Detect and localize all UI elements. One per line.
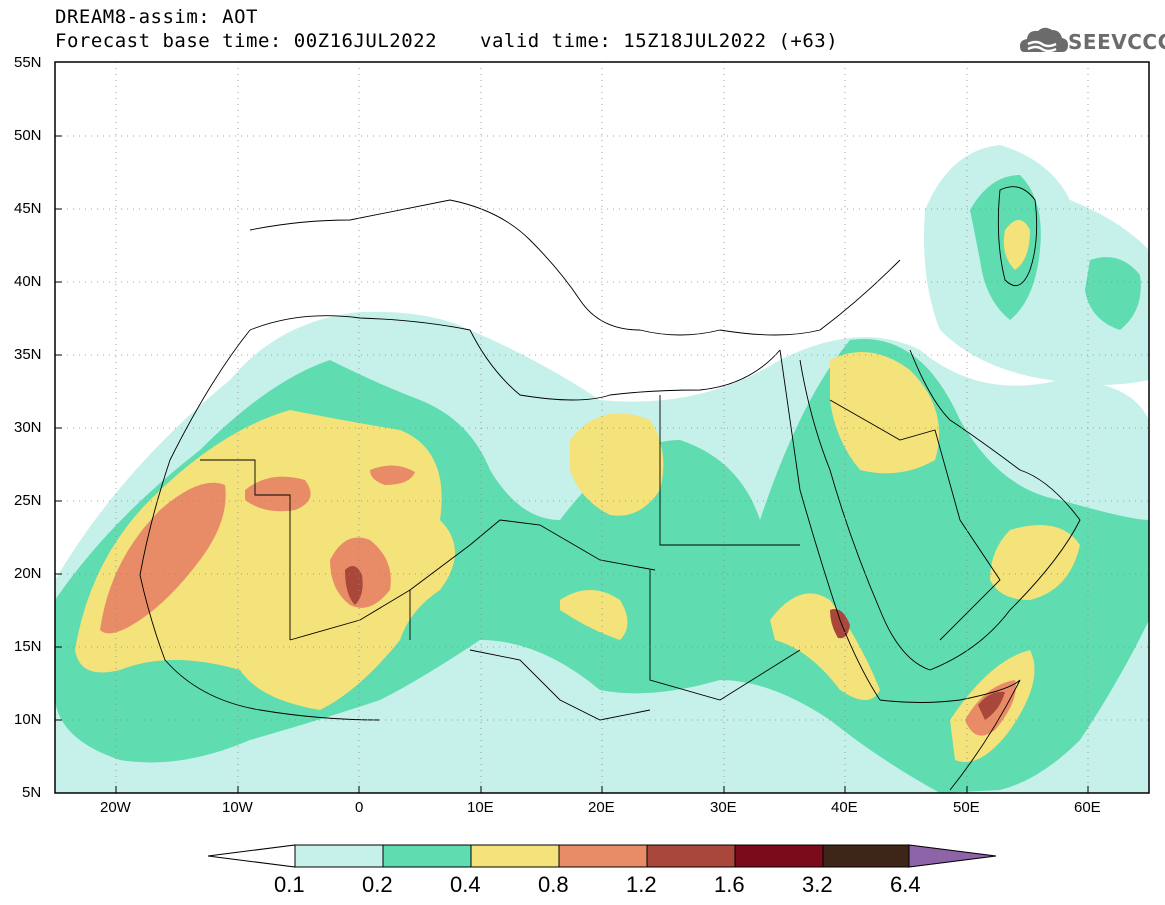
lon-label: 40E xyxy=(831,799,858,816)
aot-contour-0.8-algeria xyxy=(245,476,311,512)
coastline-caspian xyxy=(997,186,1038,287)
colorbar-label: 6.4 xyxy=(890,872,921,897)
border-sudan xyxy=(649,570,801,701)
graticule xyxy=(55,62,1149,793)
aot-contour-0.2-iran xyxy=(1085,257,1141,330)
lat-label: 15N xyxy=(14,638,42,655)
colorbar-under-arrow xyxy=(207,844,296,868)
lat-label: 45N xyxy=(14,200,42,217)
aot-contour-0.8-niger xyxy=(370,465,415,485)
lon-label: 20W xyxy=(100,799,131,816)
coastline-africa-north xyxy=(249,315,781,401)
border-sahara-2 xyxy=(409,519,656,591)
lon-label: 20E xyxy=(588,799,615,816)
colorbar-label: 0.2 xyxy=(362,872,393,897)
colorbar-label: 1.6 xyxy=(714,872,745,897)
colorbar-label: 1.2 xyxy=(626,872,657,897)
cloud-icon xyxy=(1020,27,1068,53)
aot-contour-0.4-chad xyxy=(560,590,628,640)
colorbar-swatch-1 xyxy=(294,844,384,868)
coastline-africa-west xyxy=(139,329,381,721)
border-mali xyxy=(289,589,411,641)
colorbar-swatch-5 xyxy=(646,844,736,868)
border-egypt xyxy=(659,395,800,546)
lon-label: 60E xyxy=(1074,799,1101,816)
aot-contour-1.2-redsea xyxy=(830,609,850,639)
aot-contour-0.4-caspian xyxy=(1003,220,1030,270)
lat-label: 40N xyxy=(14,273,42,290)
colorbar-swatch-6 xyxy=(734,844,824,868)
lat-label: 20N xyxy=(14,565,42,582)
colorbar-label: 0.4 xyxy=(450,872,481,897)
aot-contour-0.4-redsea xyxy=(770,593,880,700)
colorbar-label: 0.1 xyxy=(274,872,305,897)
border-sahara-1 xyxy=(200,459,291,640)
map-title: DREAM8-assim: AOT xyxy=(55,6,258,28)
lat-label: 10N xyxy=(14,711,42,728)
lat-label: 35N xyxy=(14,346,42,363)
lat-label: 5N xyxy=(22,784,42,801)
color-bar xyxy=(207,844,997,868)
colorbar-swatch-7 xyxy=(822,844,910,868)
colorbar-label: 0.8 xyxy=(538,872,569,897)
lat-label: 25N xyxy=(14,492,42,509)
coastline-redsea-west xyxy=(779,349,881,701)
lon-label: 50E xyxy=(953,799,980,816)
coastlines xyxy=(139,186,1081,791)
colorbar-swatch-2 xyxy=(382,844,472,868)
aot-contour-1.2-mali xyxy=(345,566,363,605)
border-saudi xyxy=(829,399,1001,641)
lat-label: 50N xyxy=(14,127,42,144)
aot-contour-0.4-arabia xyxy=(830,352,940,474)
coastline-europe xyxy=(249,199,901,336)
coastline-arabia xyxy=(799,349,1081,671)
lon-label: 10E xyxy=(467,799,494,816)
logo-text: SEEVCCC xyxy=(1068,30,1165,54)
lat-label: 55N xyxy=(14,54,42,71)
aot-contour-0.8-mauritania xyxy=(100,482,226,634)
colorbar-label: 3.2 xyxy=(802,872,833,897)
aot-contour-0.4-sahara xyxy=(75,410,455,710)
lat-label: 30N xyxy=(14,419,42,436)
lon-label: 0 xyxy=(355,799,364,816)
colorbar-swatch-3 xyxy=(470,844,560,868)
border-central-africa xyxy=(469,649,651,721)
forecast-base-time: Forecast base time: 00Z16JUL2022 xyxy=(55,30,438,52)
valid-time: valid time: 15Z18JUL2022 (+63) xyxy=(480,30,839,52)
colorbar-swatch-4 xyxy=(558,844,648,868)
aot-contour-0.4-libya xyxy=(570,413,664,516)
axis-ticks xyxy=(55,61,1089,793)
aot-contour-1.2-yemen xyxy=(978,691,1005,720)
lon-label: 10W xyxy=(222,799,253,816)
aot-contour-0.4-oman xyxy=(990,525,1080,600)
colorbar-over-arrow xyxy=(908,844,997,868)
coastline-horn xyxy=(879,679,1021,791)
lon-label: 30E xyxy=(710,799,737,816)
